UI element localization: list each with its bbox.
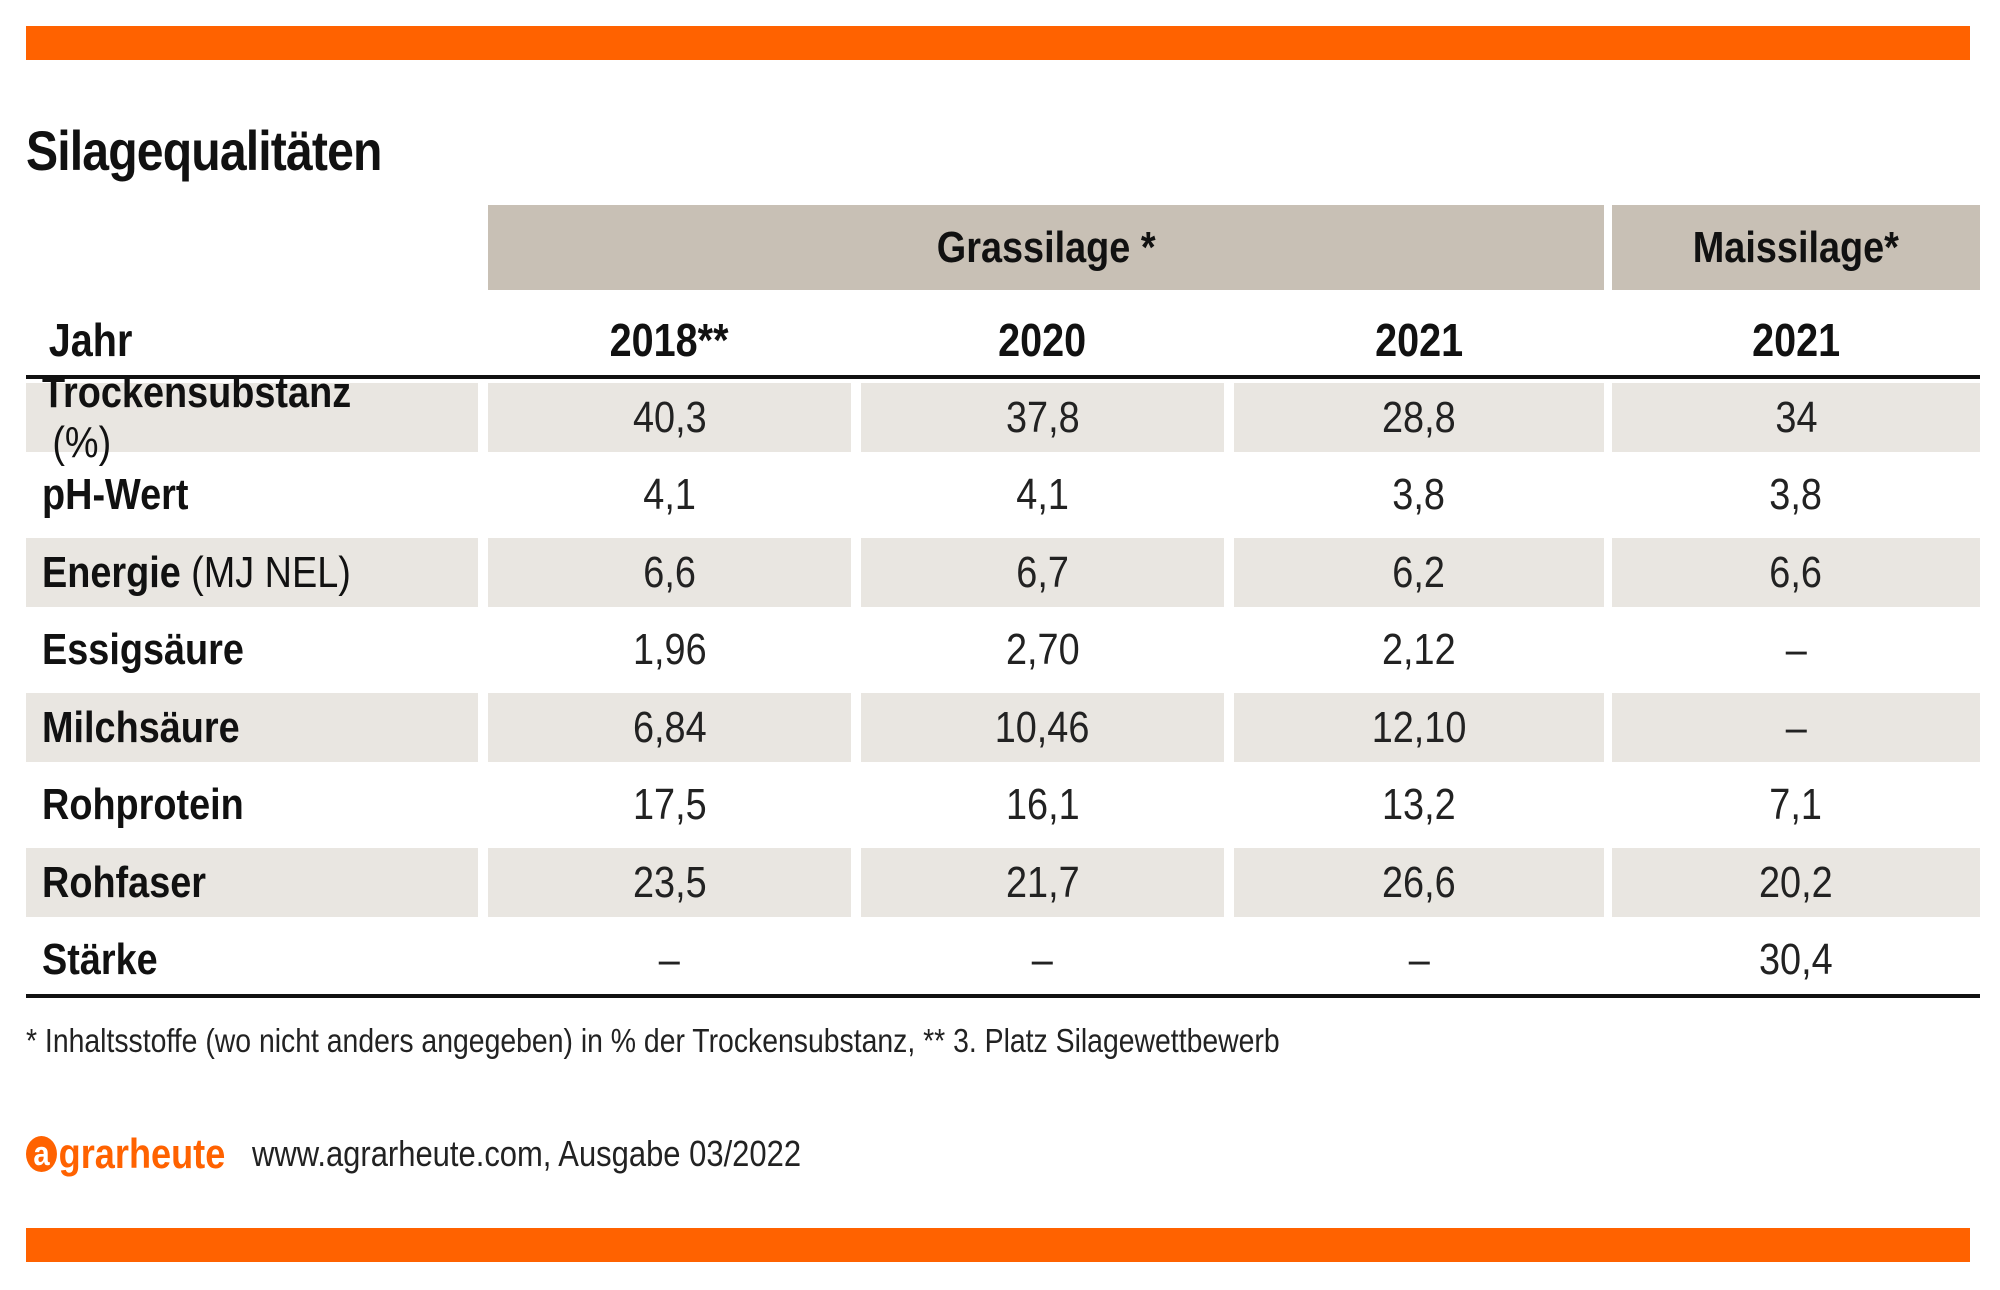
- table-cell: 12,10: [1234, 693, 1604, 762]
- row-label: Rohfaser: [26, 848, 478, 917]
- table-row: Rohfaser 23,5 21,7 26,6 20,2: [26, 844, 1980, 922]
- table-cell: 3,8: [1392, 470, 1446, 519]
- table-cell: 4,1: [1016, 470, 1069, 519]
- bottom-accent-bar: [26, 1228, 1970, 1262]
- chart-title: Silagequalitäten: [26, 119, 382, 182]
- table-cell: –: [1408, 935, 1430, 984]
- table-cell: 40,3: [488, 383, 851, 452]
- table-cell: 3,8: [1769, 470, 1823, 519]
- group-header-grassilage: Grassilage *: [488, 205, 1604, 290]
- agrarheute-logo: a grarheute: [26, 1130, 225, 1178]
- table-cell: 17,5: [632, 780, 707, 829]
- column-header-jahr: Jahr: [48, 314, 133, 366]
- table-row: Essigsäure 1,96 2,70 2,12 –: [26, 612, 1980, 690]
- table-cell: 30,4: [1759, 935, 1833, 984]
- table-cell: –: [1785, 625, 1807, 674]
- table-row: Stärke – – – 30,4: [26, 922, 1980, 1000]
- table-cell: 7,1: [1769, 780, 1823, 829]
- row-label: Essigsäure: [42, 625, 244, 674]
- row-label: Stärke: [42, 935, 158, 984]
- table-row: pH-Wert 4,1 4,1 3,8 3,8: [26, 457, 1980, 535]
- column-header-row: Jahr 2018** 2020 2021 2021: [26, 300, 1980, 380]
- table-cell: –: [1031, 935, 1054, 984]
- column-header-2021-mais: 2021: [1751, 314, 1841, 366]
- column-header-2020: 2020: [998, 314, 1087, 366]
- table-row: Energie (MJ NEL) 6,6 6,7 6,2 6,6: [26, 534, 1980, 612]
- table-cell: 2,70: [1005, 625, 1080, 674]
- source-text: www.agrarheute.com, Ausgabe 03/2022: [251, 1133, 801, 1174]
- row-label: Trockensubstanz(%): [26, 368, 478, 467]
- table-cell: –: [1612, 693, 1980, 762]
- row-label: Rohprotein: [42, 780, 244, 829]
- bottom-rule: [26, 994, 1980, 998]
- table-cell: 6,6: [1612, 538, 1980, 607]
- row-unit: (MJ NEL): [191, 547, 351, 597]
- table-cell: 23,5: [488, 848, 851, 917]
- table-body: Trockensubstanz(%) 40,3 37,8 28,8 34 pH-Wert 4…: [26, 368, 1980, 1000]
- table-cell: 1,96: [632, 625, 707, 674]
- table-cell: 6,2: [1234, 538, 1604, 607]
- table-row: Trockensubstanz(%) 40,3 37,8 28,8 34: [26, 368, 1980, 467]
- table-cell: 20,2: [1612, 848, 1980, 917]
- table-cell: 4,1: [643, 470, 696, 519]
- table-cell: 16,1: [1005, 780, 1080, 829]
- table-cell: 13,2: [1382, 780, 1456, 829]
- table-cell: 2,12: [1382, 625, 1456, 674]
- table-cell: 28,8: [1234, 383, 1604, 452]
- logo-letter-a: a: [26, 1135, 57, 1173]
- table-cell: 34: [1612, 383, 1980, 452]
- row-label: pH-Wert: [42, 470, 189, 519]
- header-rule: [26, 375, 1980, 379]
- table-cell: 37,8: [861, 383, 1224, 452]
- table-cell: 21,7: [861, 848, 1224, 917]
- table-cell: –: [658, 935, 681, 984]
- table-cell: 6,6: [488, 538, 851, 607]
- row-unit: (%): [52, 417, 112, 467]
- group-header-maissilage: Maissilage*: [1612, 205, 1980, 290]
- row-label: Milchsäure: [26, 693, 478, 762]
- source-line: a grarheute www.agrarheute.com, Ausgabe …: [26, 1130, 890, 1178]
- column-header-2021-gras: 2021: [1374, 314, 1464, 366]
- footnote: * Inhaltsstoffe (wo nicht anders angegeb…: [26, 1022, 1280, 1059]
- table-cell: 26,6: [1234, 848, 1604, 917]
- table-cell: 6,7: [861, 538, 1224, 607]
- row-label: Energie (MJ NEL): [26, 538, 478, 607]
- top-accent-bar: [26, 26, 1970, 60]
- table-row: Rohprotein 17,5 16,1 13,2 7,1: [26, 767, 1980, 845]
- table-row: Milchsäure 6,84 10,46 12,10–: [26, 689, 1980, 767]
- table-cell: 6,84: [488, 693, 851, 762]
- table-cell: 10,46: [861, 693, 1224, 762]
- logo-wordmark: grarheute: [58, 1130, 226, 1177]
- column-header-2018: 2018**: [610, 314, 729, 366]
